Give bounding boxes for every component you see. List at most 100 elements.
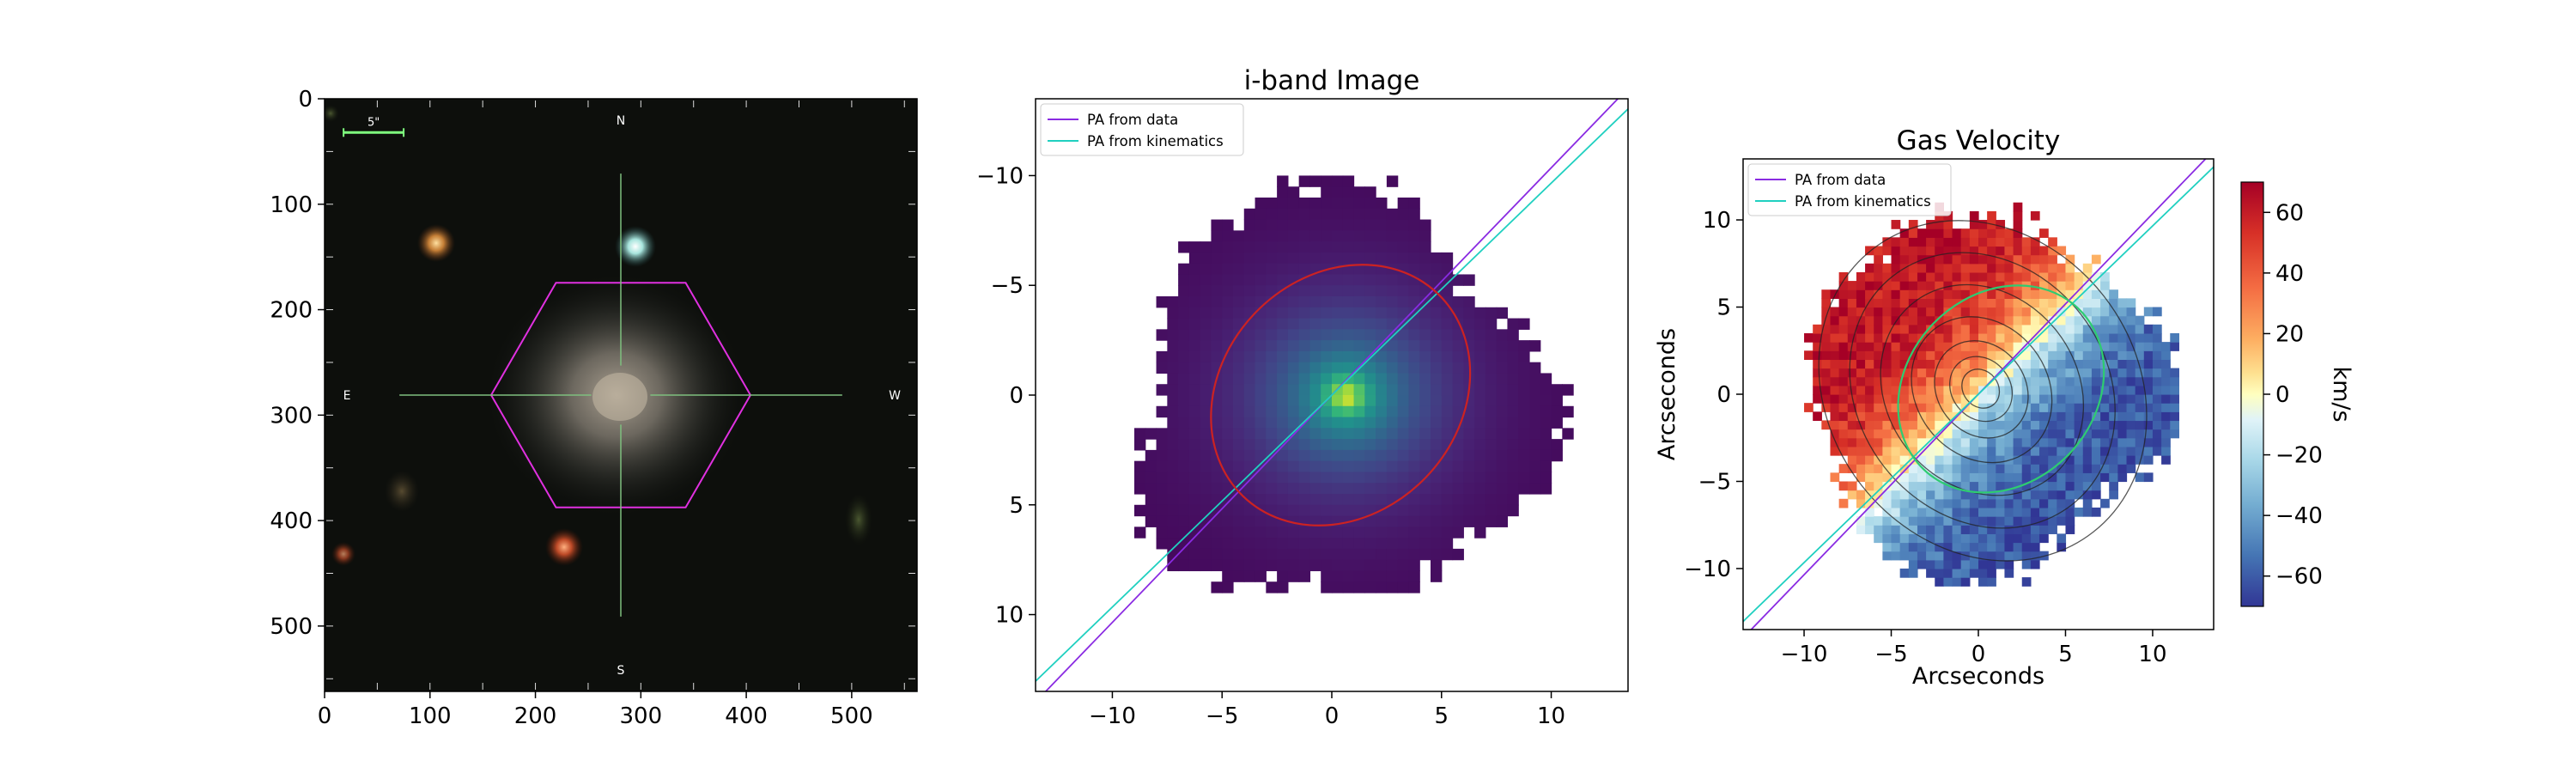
velocity-pixel <box>1847 289 1857 299</box>
velocity-pixel <box>2048 289 2057 299</box>
velocity-pixel <box>1821 324 1832 334</box>
iband-pixel <box>1431 494 1443 506</box>
velocity-pixel <box>1935 298 1945 308</box>
iband-pixel <box>1222 449 1234 462</box>
x-tick-label: 200 <box>514 703 557 729</box>
velocity-pixel <box>1969 298 1979 308</box>
velocity-pixel <box>2074 472 2084 483</box>
iband-pixel <box>1332 241 1344 253</box>
velocity-pixel <box>2074 271 2084 282</box>
iband-pixel <box>1386 449 1399 462</box>
iband-pixel <box>1287 515 1300 527</box>
velocity-pixel <box>2030 481 2040 491</box>
iband-pixel <box>1178 439 1190 451</box>
velocity-pixel <box>2126 437 2136 447</box>
iband-pixel <box>1342 483 1355 495</box>
velocity-pixel <box>2048 403 2057 412</box>
velocity-pixel <box>2021 324 2032 334</box>
velocity-pixel <box>1813 394 1822 404</box>
iband-pixel <box>1321 296 1333 308</box>
velocity-pixel <box>2039 394 2049 404</box>
velocity-pixel <box>1952 403 1962 412</box>
iband-pixel <box>1255 362 1267 374</box>
iband-pixel <box>1277 241 1289 253</box>
velocity-pixel <box>1838 281 1849 290</box>
velocity-pixel <box>1978 542 1988 552</box>
iband-pixel <box>1298 318 1311 330</box>
iband-pixel <box>1408 439 1420 451</box>
iband-pixel <box>1309 318 1321 330</box>
iband-pixel <box>1431 526 1443 539</box>
iband-pixel <box>1277 526 1289 539</box>
velocity-pixel <box>1899 246 1910 256</box>
velocity-pixel <box>2091 359 2101 369</box>
velocity-pixel <box>2091 446 2101 456</box>
velocity-pixel <box>1935 220 1945 229</box>
iband-pixel <box>1364 395 1376 407</box>
iband-pixel <box>1243 494 1256 506</box>
velocity-pixel <box>1838 289 1849 299</box>
velocity-pixel <box>1874 464 1883 473</box>
iband-pixel <box>1496 515 1509 527</box>
iband-pixel <box>1156 494 1168 506</box>
velocity-pixel <box>2126 359 2136 369</box>
velocity-pixel <box>2135 472 2145 483</box>
velocity-pixel <box>2039 411 2049 422</box>
velocity-pixel <box>1865 420 1874 430</box>
iband-pixel <box>1233 559 1245 572</box>
velocity-pixel <box>1874 350 1883 361</box>
iband-pixel <box>1211 428 1223 440</box>
velocity-pixel <box>1926 568 1935 578</box>
velocity-pixel <box>1917 420 1927 430</box>
velocity-pixel <box>2065 525 2075 534</box>
iband-pixel <box>1397 329 1410 341</box>
velocity-pixel <box>2030 254 2040 265</box>
velocity-pixel <box>2074 394 2084 404</box>
velocity-pixel <box>1891 490 1901 500</box>
velocity-pixel <box>1908 429 1918 439</box>
iband-pixel <box>1353 472 1365 484</box>
x-tick-label: 100 <box>409 703 452 729</box>
velocity-pixel <box>1960 385 1971 395</box>
iband-pixel <box>1167 559 1179 572</box>
velocity-pixel <box>2004 254 2014 265</box>
iband-pixel <box>1540 472 1552 484</box>
iband-pixel <box>1342 570 1355 582</box>
velocity-pixel <box>2074 281 2084 290</box>
iband-pixel <box>1496 494 1509 506</box>
velocity-pixel <box>1996 394 2006 404</box>
velocity-pixel <box>2030 446 2040 456</box>
iband-pixel <box>1452 483 1464 495</box>
velocity-pixel <box>1891 271 1901 282</box>
velocity-pixel <box>2082 394 2093 404</box>
iband-pixel <box>1332 439 1344 451</box>
iband-pixel <box>1277 395 1289 407</box>
iband-pixel <box>1298 219 1311 231</box>
velocity-pixel <box>1917 394 1927 404</box>
velocity-pixel <box>1821 298 1832 308</box>
iband-pixel <box>1178 350 1190 363</box>
iband-pixel <box>1463 504 1475 517</box>
iband-pixel <box>1376 472 1388 484</box>
iband-pixel <box>1507 329 1519 341</box>
velocity-pixel <box>2048 394 2057 404</box>
velocity-pixel <box>1838 446 1849 456</box>
iband-pixel <box>1298 472 1311 484</box>
iband-pixel <box>1397 494 1410 506</box>
velocity-pixel <box>2082 359 2093 369</box>
iband-pixel <box>1266 417 1278 429</box>
velocity-pixel <box>1935 551 1945 561</box>
velocity-pixel <box>1891 394 1901 404</box>
velocity-pixel <box>1978 298 1988 308</box>
velocity-pixel <box>1960 350 1971 361</box>
iband-pixel <box>1408 307 1420 320</box>
velocity-pixel <box>1856 359 1866 369</box>
velocity-pixel <box>2048 254 2057 265</box>
velocity-pixel <box>1935 490 1945 500</box>
velocity-pixel <box>1838 429 1849 439</box>
iband-pixel <box>1386 208 1399 221</box>
velocity-pixel <box>2117 385 2128 395</box>
iband-pixel <box>1134 439 1146 451</box>
velocity-pixel <box>1952 498 1962 508</box>
velocity-pixel <box>1978 220 1988 229</box>
